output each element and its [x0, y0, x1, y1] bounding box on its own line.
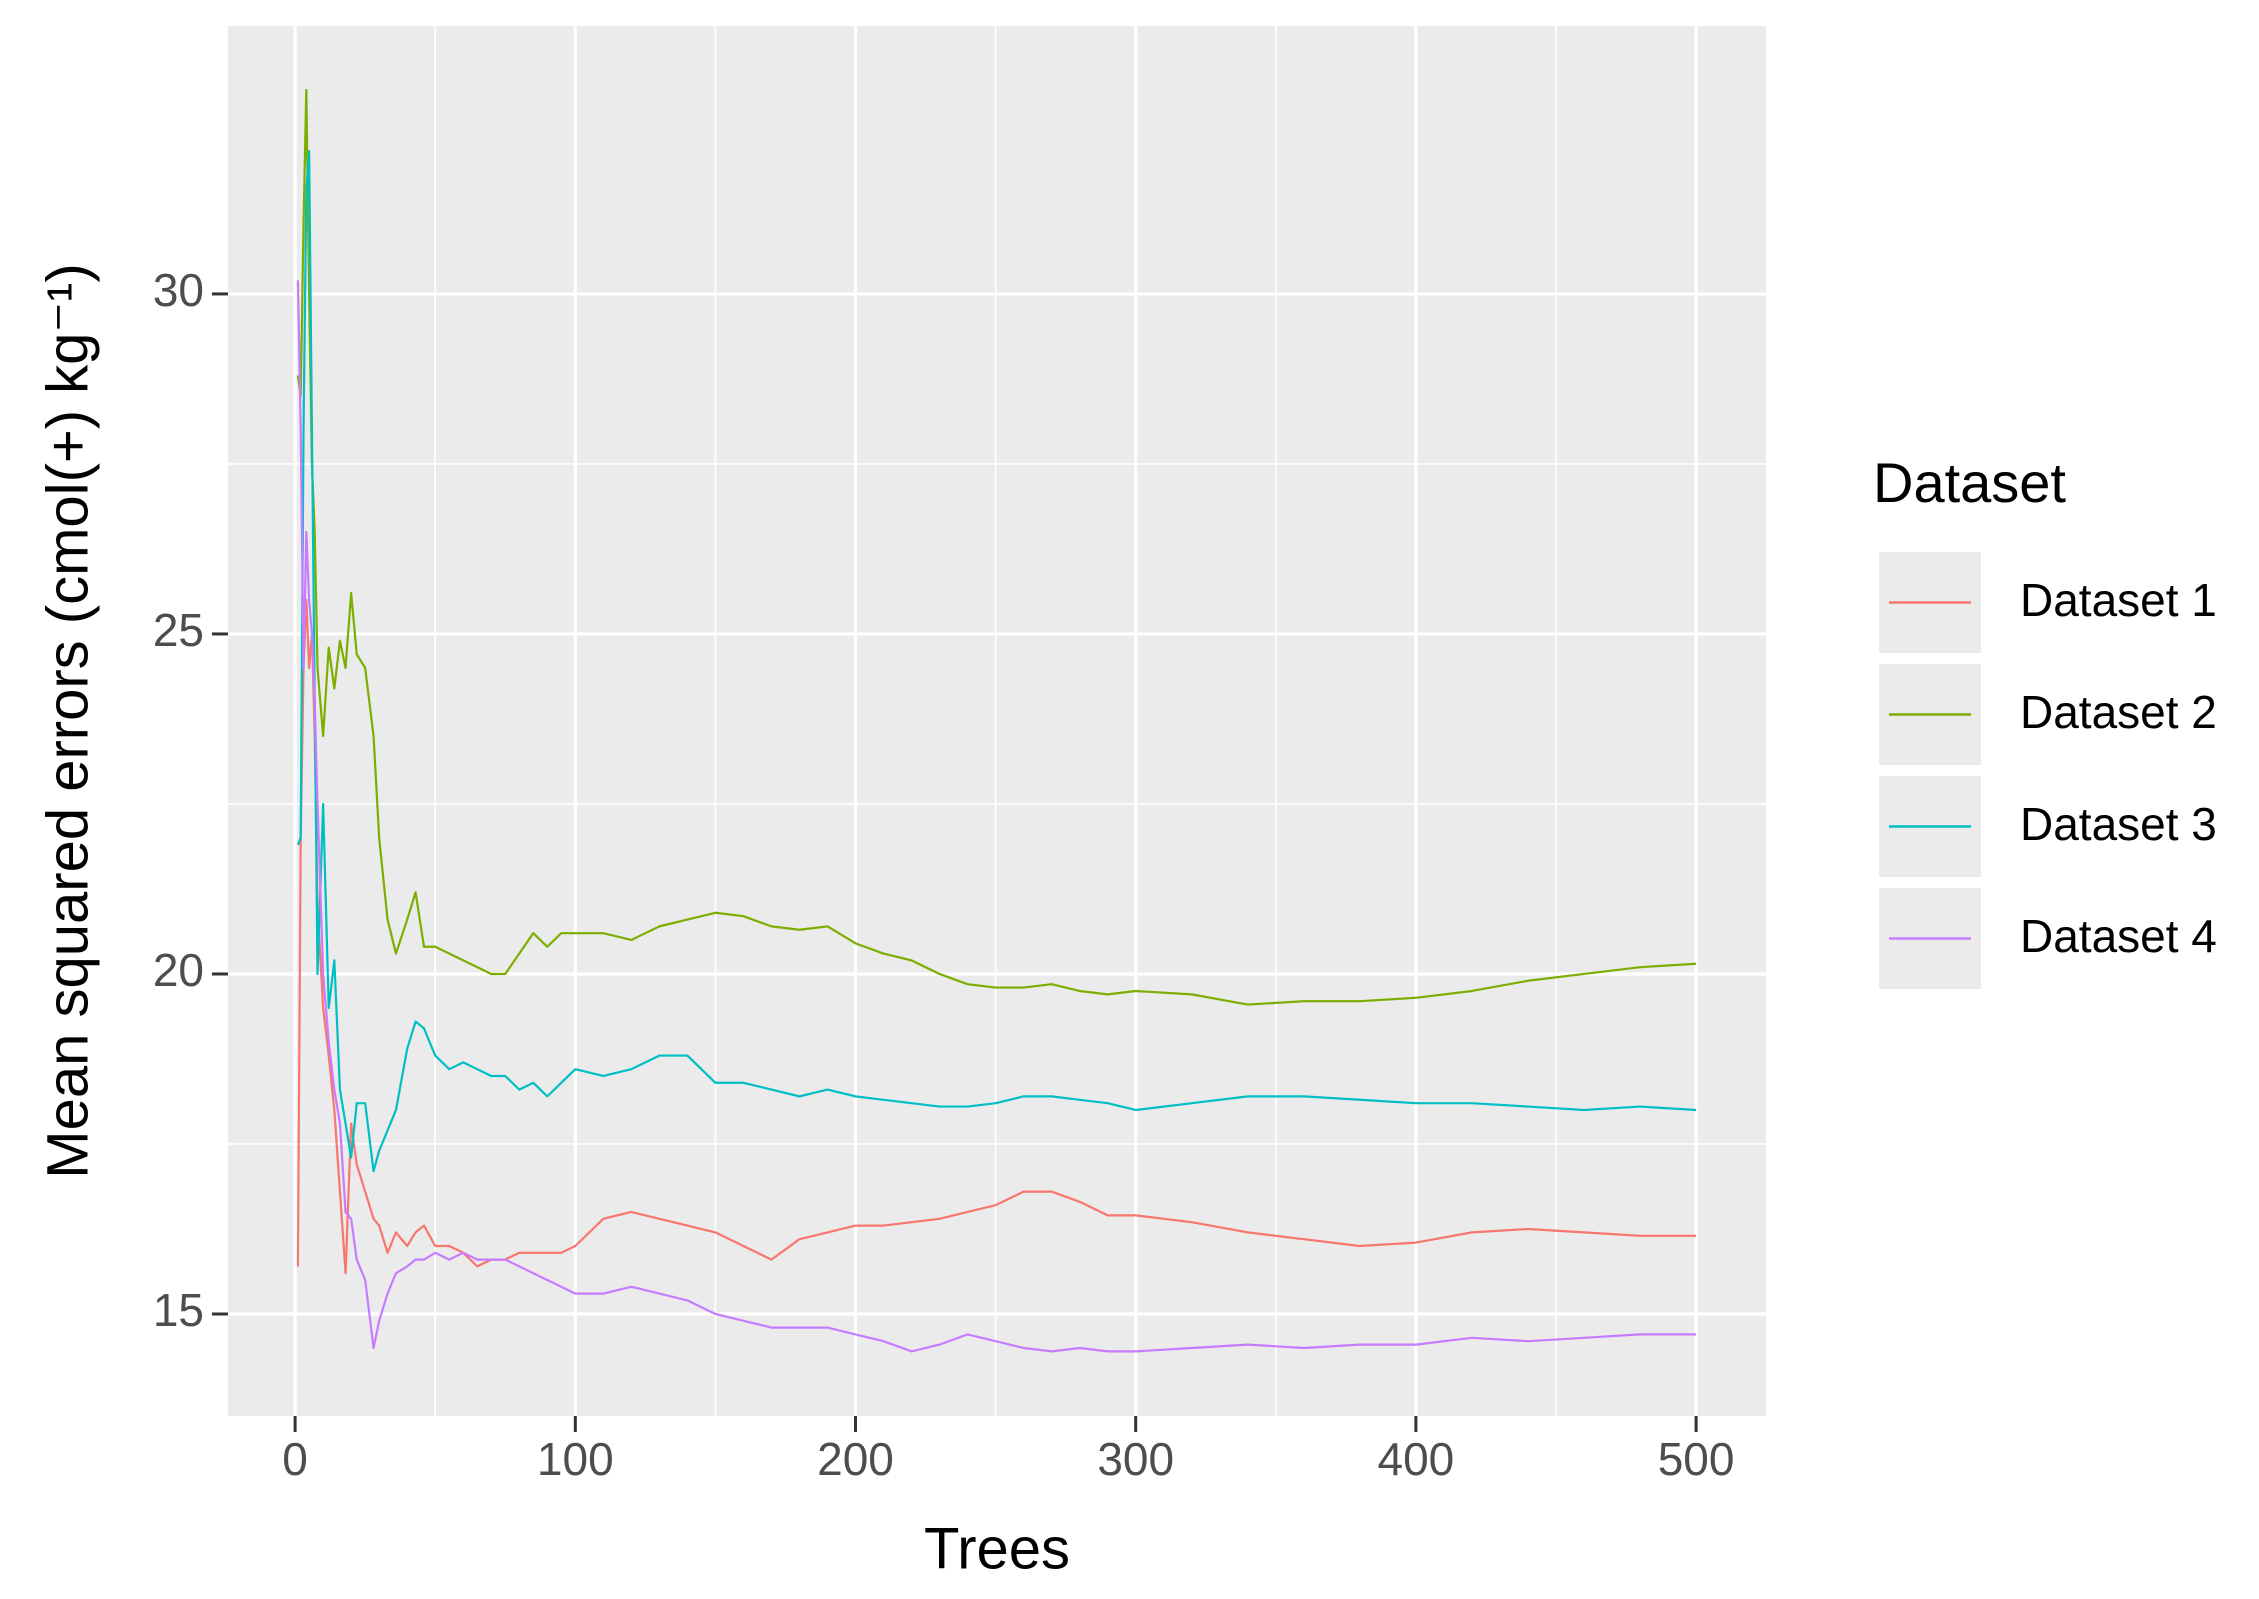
series-line: [296, 88, 1697, 1006]
y-axis-title: Mean squared errors (cmol(+) kg⁻¹): [35, 263, 100, 1178]
x-tick-label: 400: [1378, 1433, 1455, 1485]
legend: Dataset Dataset 1 Dataset 2 Dataset 3 Datas…: [1873, 451, 2217, 989]
y-tick-label: 30: [153, 264, 204, 316]
legend-label: Dataset 4: [2020, 910, 2217, 962]
axes: 0 100 200 300 400 500 15 20 25 30: [153, 264, 1735, 1485]
lines: [296, 88, 1697, 1353]
legend-title: Dataset: [1873, 451, 2066, 514]
series-line: [296, 150, 1697, 1173]
series-line: [296, 598, 1697, 1275]
x-axis-title: Trees: [924, 1516, 1070, 1581]
x-tick-label: 300: [1097, 1433, 1174, 1485]
y-tick-label: 25: [153, 604, 204, 656]
legend-label: Dataset 2: [2020, 686, 2217, 738]
legend-label: Dataset 3: [2020, 798, 2217, 850]
y-tick-label: 20: [153, 944, 204, 996]
series-line: [296, 280, 1697, 1353]
x-tick-label: 500: [1658, 1433, 1735, 1485]
x-tick-label: 200: [817, 1433, 894, 1485]
y-tick-label: 15: [153, 1284, 204, 1336]
panel: [228, 26, 1766, 1416]
legend-label: Dataset 1: [2020, 574, 2217, 626]
x-tick-label: 0: [282, 1433, 308, 1485]
grid: [228, 26, 1766, 1416]
x-tick-label: 100: [537, 1433, 614, 1485]
